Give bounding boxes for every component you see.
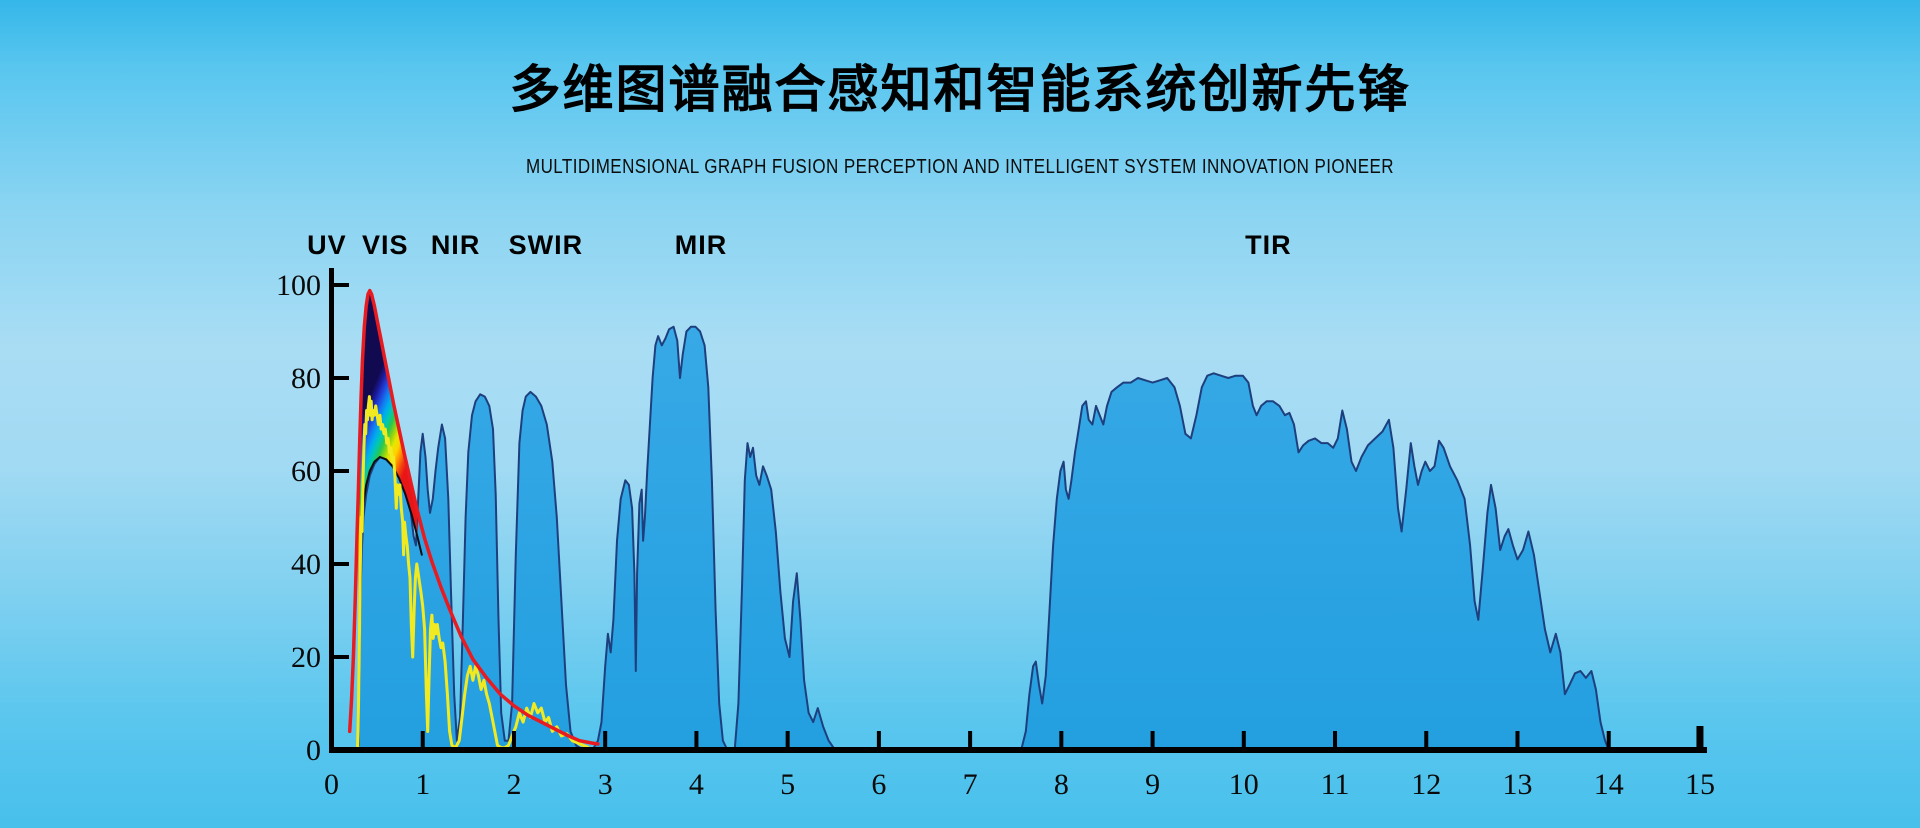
y-tick	[334, 283, 349, 287]
x-tick	[1606, 731, 1611, 748]
x-tick	[785, 731, 790, 748]
page-subtitle: MULTIDIMENSIONAL GRAPH FUSION PERCEPTION…	[526, 156, 1394, 178]
x-tick-label: 15	[1685, 768, 1715, 801]
x-tick-label: 11	[1321, 768, 1350, 801]
x-tick-label: 1	[415, 768, 430, 801]
x-tick	[1241, 731, 1246, 748]
x-tick	[1333, 731, 1338, 748]
solar-blackbody-curve	[347, 288, 600, 746]
y-tick-label: 80	[291, 362, 321, 395]
x-tick-label: 0	[324, 768, 339, 801]
x-tick	[420, 731, 425, 748]
x-tick	[876, 731, 881, 748]
y-axis-line	[329, 268, 334, 753]
transmission-area-outline	[357, 325, 1610, 751]
x-tick-label: 14	[1594, 768, 1624, 801]
x-tick-label: 4	[689, 768, 704, 801]
y-tick	[334, 655, 349, 659]
x-tick-label: 13	[1502, 768, 1532, 801]
transmission-area-fill	[358, 326, 1609, 750]
x-tick	[1059, 731, 1064, 748]
x-tick-label: 7	[963, 768, 978, 801]
y-tick	[334, 376, 349, 380]
y-tick-label: 100	[276, 269, 321, 302]
x-tick	[968, 731, 973, 748]
y-tick-label: 20	[291, 641, 321, 674]
x-tick	[1150, 731, 1155, 748]
x-tick	[603, 731, 608, 748]
y-tick-label: 0	[306, 734, 321, 767]
x-tick	[1424, 731, 1429, 748]
x-tick-label: 10	[1229, 768, 1259, 801]
x-tick	[1515, 731, 1520, 748]
solar-irradiance-ground-curve	[356, 395, 590, 751]
x-tick-label: 6	[871, 768, 886, 801]
x-tick-label: 8	[1054, 768, 1069, 801]
y-tick	[334, 562, 349, 566]
x-tick-label: 5	[780, 768, 795, 801]
x-tick	[511, 731, 516, 748]
x-tick-label: 9	[1145, 768, 1160, 801]
page-title: 多维图谱融合感知和智能系统创新先锋	[509, 61, 1411, 118]
y-tick-label: 40	[291, 548, 321, 581]
y-tick-label: 60	[291, 455, 321, 488]
x-tick-label: 12	[1411, 768, 1441, 801]
visible-spectrum-rainbow-area	[358, 290, 418, 746]
x-tick-label: 3	[598, 768, 613, 801]
x-axis-end-cap	[1696, 726, 1704, 748]
x-tick-label: 2	[506, 768, 521, 801]
x-axis-line	[329, 747, 1707, 753]
y-tick	[334, 469, 349, 473]
x-tick	[694, 731, 699, 748]
